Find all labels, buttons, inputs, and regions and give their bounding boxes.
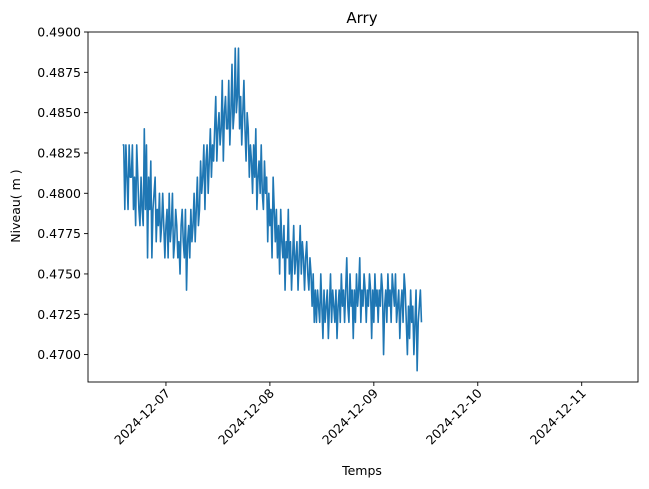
axes-frame <box>87 31 639 383</box>
series-line-0 <box>122 47 423 372</box>
y-tick-label: 0.4900 <box>37 25 81 40</box>
y-tick-label: 0.4875 <box>37 65 81 80</box>
y-tick-label: 0.4800 <box>37 186 81 201</box>
y-tick-label: 0.4825 <box>37 145 81 160</box>
chart-title: Arry <box>346 9 377 27</box>
y-tick-label: 0.4750 <box>37 266 81 281</box>
y-tick-label: 0.4725 <box>37 307 81 322</box>
plot-area <box>122 47 423 372</box>
y-tick-label: 0.4850 <box>37 105 81 120</box>
y-axis-label: Niveau( m ) <box>8 169 23 242</box>
y-tick-label: 0.4700 <box>37 347 81 362</box>
y-tick-label: 0.4775 <box>37 226 81 241</box>
x-axis-label: Temps <box>341 463 382 478</box>
